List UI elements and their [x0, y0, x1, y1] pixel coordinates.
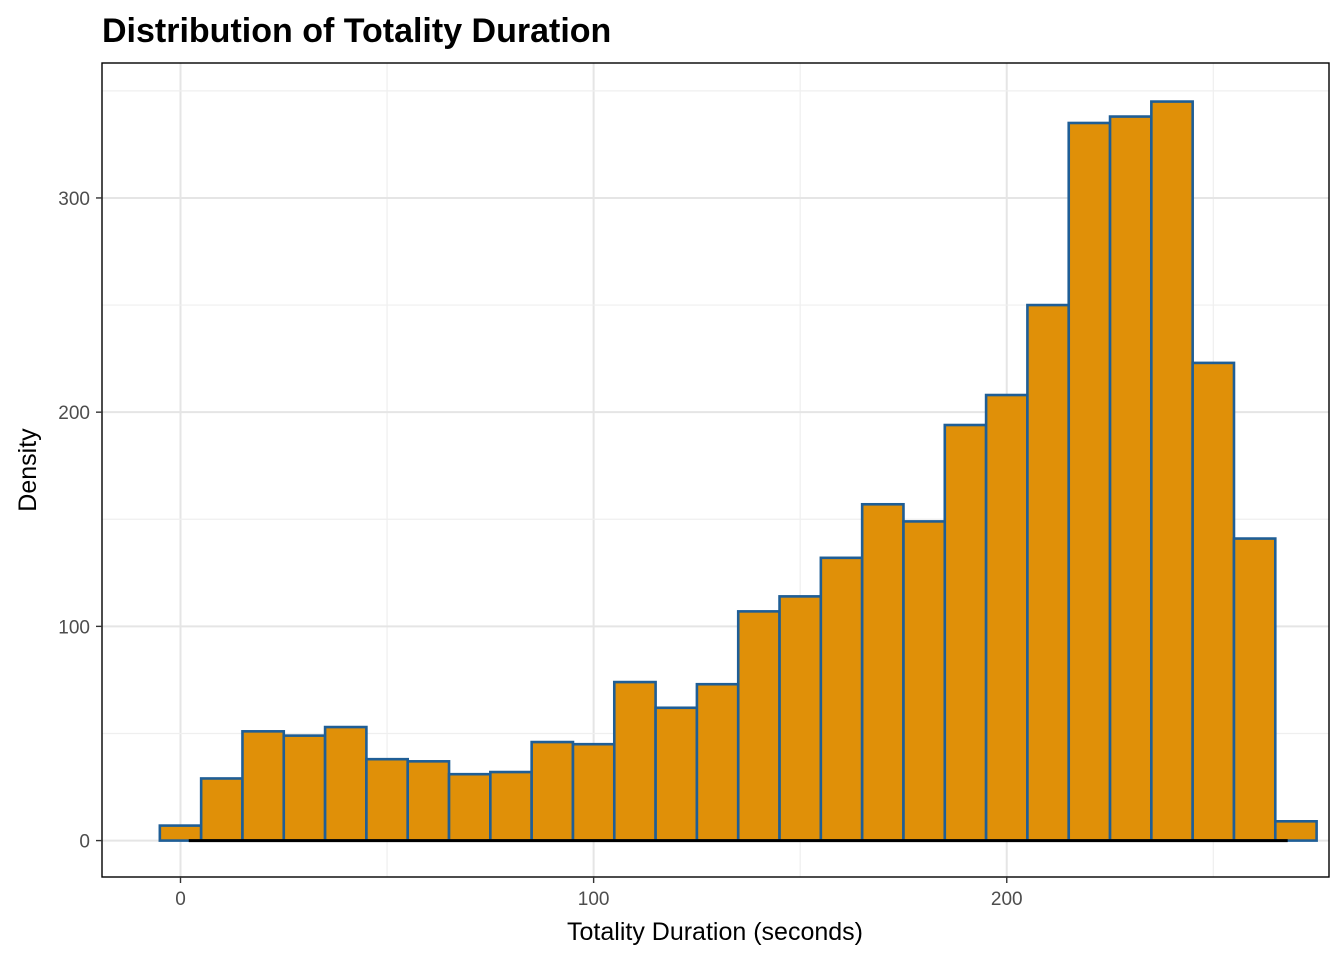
histogram-bar [1150, 100, 1194, 842]
chart-title: Distribution of Totality Duration [102, 12, 611, 50]
histogram-bar [241, 730, 286, 842]
y-tick-label: 100 [58, 617, 90, 638]
histogram-bar [612, 680, 657, 842]
y-tick-label: 300 [58, 189, 90, 210]
histogram-bar [1273, 820, 1318, 842]
histogram-bar [530, 740, 575, 842]
histogram-bar [1232, 537, 1277, 842]
histogram-bar [943, 423, 988, 842]
histogram-bar [323, 725, 368, 842]
histogram-bar [902, 520, 947, 842]
histogram-bar [447, 772, 492, 842]
x-axis-title: Totality Duration (seconds) [567, 918, 863, 946]
histogram-bar [778, 595, 823, 842]
histogram-bar [695, 682, 740, 842]
histogram-bar [819, 556, 864, 842]
histogram-bar [571, 742, 616, 842]
histogram-bar [1191, 361, 1236, 842]
x-tick-label: 200 [991, 889, 1023, 910]
histogram-bar [1108, 115, 1153, 842]
y-tick-label: 0 [79, 832, 90, 853]
x-axis-ticks: 0 100 200 [175, 877, 1023, 910]
histogram-bar [1026, 303, 1071, 842]
histogram-bar [1067, 121, 1112, 842]
histogram-bar [199, 777, 244, 842]
panel-border [101, 62, 1330, 878]
y-tick-label: 200 [58, 403, 90, 424]
histogram-bar [860, 502, 905, 842]
histogram-bar [489, 770, 533, 842]
y-axis-title: Density [14, 428, 42, 512]
histogram-bar [654, 706, 699, 842]
y-axis-ticks: 0 100 200 300 [58, 189, 102, 853]
x-tick-label: 0 [175, 889, 186, 910]
histogram-bar [984, 393, 1029, 842]
x-tick-label: 100 [578, 889, 610, 910]
histogram-bar [158, 824, 203, 842]
histogram-bar [365, 757, 410, 842]
histogram-bar [406, 760, 451, 842]
histogram-bar [736, 610, 781, 842]
histogram-bar [282, 734, 327, 842]
plot-panel [101, 62, 1330, 878]
histogram-bars [158, 100, 1318, 842]
